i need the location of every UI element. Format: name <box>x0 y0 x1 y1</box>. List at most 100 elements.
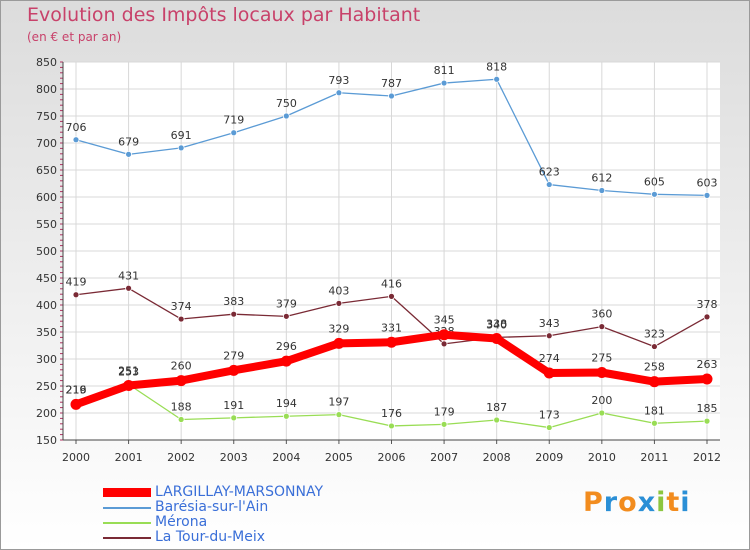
logo-letter: P <box>583 487 604 518</box>
logo-letter: t <box>666 487 681 518</box>
legend-label: LARGILLAY-MARSONNAY <box>155 484 324 500</box>
data-point-largillay-marsonnay <box>123 379 135 391</box>
y-tick-label: 350 <box>36 326 57 339</box>
y-tick-label: 650 <box>36 164 57 177</box>
data-label-bar-sia-sur-l-ain: 706 <box>66 121 87 134</box>
x-tick-label: 2002 <box>167 451 195 464</box>
legend-label: La Tour-du-Meix <box>155 529 266 545</box>
data-label-la-tour-du-meix: 340 <box>486 318 507 331</box>
x-tick-label: 2012 <box>693 451 721 464</box>
x-tick-label: 2009 <box>535 451 563 464</box>
data-label-largillay-marsonnay: 263 <box>697 358 718 371</box>
data-point-largillay-marsonnay <box>386 336 397 348</box>
data-label-largillay-marsonnay: 331 <box>381 321 402 334</box>
data-point-bar-sia-sur-l-ain <box>72 136 80 144</box>
proxiti-logo: Proxiti <box>583 487 691 518</box>
x-tick-label: 2001 <box>115 451 143 464</box>
x-tick-label: 2010 <box>588 451 616 464</box>
data-point-largillay-marsonnay <box>648 376 660 388</box>
data-point-bar-sia-sur-l-ain <box>651 190 658 198</box>
data-point-la-tour-du-meix <box>388 292 395 300</box>
data-label-m-rona: 185 <box>697 402 718 415</box>
legend-swatch <box>103 488 151 497</box>
data-point-m-rona <box>493 416 501 424</box>
chart-title: Evolution des Impôts locaux par Habitant <box>27 4 421 26</box>
data-label-m-rona: 181 <box>644 404 665 417</box>
data-point-bar-sia-sur-l-ain <box>282 112 290 120</box>
data-point-largillay-marsonnay <box>280 355 292 367</box>
logo-letter: i <box>656 487 667 518</box>
x-tick-label: 2008 <box>483 451 511 464</box>
data-point-largillay-marsonnay <box>701 373 713 385</box>
data-point-la-tour-du-meix <box>230 310 238 318</box>
data-label-la-tour-du-meix: 323 <box>644 328 665 341</box>
logo-letter: r <box>603 487 619 518</box>
data-label-bar-sia-sur-l-ain: 787 <box>381 77 402 90</box>
data-label-la-tour-du-meix: 403 <box>328 284 349 297</box>
legend-item: Barésia-sur-l'Ain <box>103 500 323 515</box>
logo-letter: x <box>637 487 657 518</box>
data-label-m-rona: 253 <box>118 365 139 378</box>
data-point-largillay-marsonnay <box>596 367 608 378</box>
legend-item: Mérona <box>103 515 323 530</box>
data-point-bar-sia-sur-l-ain <box>335 89 343 97</box>
data-point-la-tour-du-meix <box>703 313 711 321</box>
x-tick-label: 2005 <box>325 451 353 464</box>
data-label-bar-sia-sur-l-ain: 612 <box>591 172 612 185</box>
data-point-m-rona <box>335 411 343 419</box>
data-label-m-rona: 200 <box>591 394 612 407</box>
data-point-largillay-marsonnay <box>491 332 503 344</box>
data-label-bar-sia-sur-l-ain: 818 <box>486 60 507 73</box>
y-tick-label: 450 <box>36 272 57 285</box>
chart-subtitle: (en € et par an) <box>27 30 122 44</box>
legend-item: La Tour-du-Meix <box>103 530 323 545</box>
data-label-m-rona: 187 <box>486 401 507 414</box>
data-label-m-rona: 194 <box>276 397 297 410</box>
x-tick-label: 2007 <box>430 451 458 464</box>
data-label-largillay-marsonnay: 279 <box>223 349 244 362</box>
data-point-la-tour-du-meix <box>125 284 132 292</box>
data-label-bar-sia-sur-l-ain: 811 <box>434 64 455 77</box>
data-point-largillay-marsonnay <box>438 329 450 341</box>
legend-item: LARGILLAY-MARSONNAY <box>103 485 323 500</box>
y-tick-label: 150 <box>36 434 57 447</box>
data-label-la-tour-du-meix: 383 <box>223 295 244 308</box>
data-label-largillay-marsonnay: 329 <box>328 322 349 335</box>
legend-swatch <box>103 536 151 539</box>
data-label-m-rona: 197 <box>328 396 349 409</box>
y-tick-label: 550 <box>36 218 57 231</box>
y-tick-label: 200 <box>36 407 57 420</box>
data-point-largillay-marsonnay <box>333 337 345 349</box>
data-label-bar-sia-sur-l-ain: 605 <box>644 175 665 188</box>
data-label-la-tour-du-meix: 360 <box>591 308 612 321</box>
data-label-bar-sia-sur-l-ain: 603 <box>697 176 718 189</box>
data-label-m-rona: 219 <box>66 384 87 397</box>
data-point-m-rona <box>440 420 448 428</box>
x-tick-label: 2004 <box>272 451 300 464</box>
data-label-bar-sia-sur-l-ain: 691 <box>171 129 192 142</box>
data-point-bar-sia-sur-l-ain <box>703 191 711 199</box>
y-tick-label: 300 <box>36 353 57 366</box>
data-label-la-tour-du-meix: 378 <box>697 298 718 311</box>
data-label-bar-sia-sur-l-ain: 719 <box>223 114 244 127</box>
data-label-m-rona: 191 <box>223 399 244 412</box>
y-tick-label: 600 <box>36 191 57 204</box>
data-point-bar-sia-sur-l-ain <box>440 79 448 87</box>
y-tick-label: 700 <box>36 137 57 150</box>
data-point-m-rona <box>230 414 238 422</box>
legend-swatch <box>103 506 151 509</box>
data-label-largillay-marsonnay: 296 <box>276 340 297 353</box>
data-point-la-tour-du-meix <box>440 340 448 348</box>
x-tick-label: 2011 <box>640 451 668 464</box>
x-tick-label: 2003 <box>220 451 248 464</box>
data-label-la-tour-du-meix: 416 <box>381 277 402 290</box>
data-label-bar-sia-sur-l-ain: 679 <box>118 135 139 148</box>
data-point-m-rona <box>703 417 711 425</box>
data-point-la-tour-du-meix <box>335 299 343 307</box>
data-label-largillay-marsonnay: 216 <box>66 383 87 396</box>
data-point-la-tour-du-meix <box>282 312 290 320</box>
data-label-m-rona: 179 <box>434 405 455 418</box>
data-label-bar-sia-sur-l-ain: 623 <box>539 166 560 179</box>
